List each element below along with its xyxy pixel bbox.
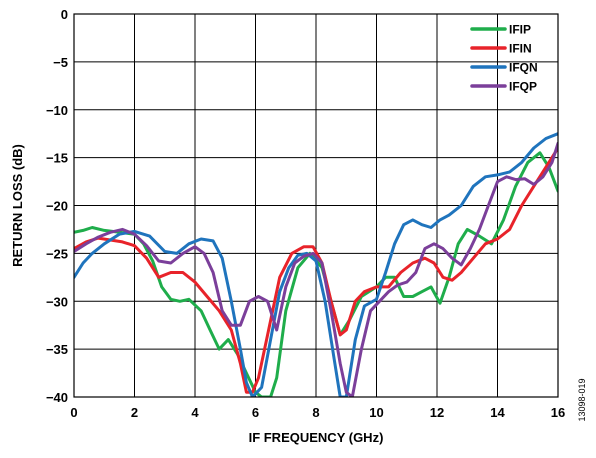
y-tick-label: 0 bbox=[61, 7, 68, 22]
x-tick-label: 8 bbox=[312, 405, 319, 420]
legend-label-ifip: IFIP bbox=[509, 23, 531, 37]
x-tick-label: 0 bbox=[70, 405, 77, 420]
plot-frame bbox=[73, 13, 559, 398]
series-layer bbox=[74, 132, 558, 397]
legend-label-ifqn: IFQN bbox=[509, 61, 538, 75]
x-tick-label: 10 bbox=[369, 405, 383, 420]
x-tick-label: 14 bbox=[490, 405, 505, 420]
legend-label-ifqp: IFQP bbox=[509, 80, 537, 94]
y-tick-label: −35 bbox=[46, 342, 68, 357]
y-axis-ticks: 0 −5 −10 −15 −20 −25 −30 −35 −40 bbox=[46, 7, 68, 405]
series-line-ifin bbox=[74, 146, 558, 394]
y-tick-label: −30 bbox=[46, 294, 68, 309]
series-line-ifip bbox=[74, 151, 558, 397]
y-axis-label: RETURN LOSS (dB) bbox=[10, 144, 25, 267]
x-tick-label: 16 bbox=[551, 405, 565, 420]
x-axis-label: IF FREQUENCY (GHz) bbox=[249, 430, 384, 445]
legend: IFIP IFIN IFQN IFQP bbox=[470, 23, 538, 94]
y-tick-label: −15 bbox=[46, 151, 68, 166]
x-axis-ticks: 0 2 4 6 8 10 12 14 16 bbox=[70, 405, 565, 420]
grid-layer bbox=[73, 13, 559, 398]
y-tick-label: −40 bbox=[46, 390, 68, 405]
x-tick-label: 6 bbox=[252, 405, 259, 420]
figure-id: 13098-019 bbox=[577, 378, 587, 421]
x-tick-label: 4 bbox=[191, 405, 199, 420]
series-line-ifqn bbox=[74, 132, 558, 397]
legend-label-ifin: IFIN bbox=[509, 42, 532, 56]
y-tick-label: −20 bbox=[46, 199, 68, 214]
x-tick-label: 2 bbox=[131, 405, 138, 420]
series-line-ifqp bbox=[74, 141, 558, 397]
y-tick-label: −5 bbox=[53, 55, 68, 70]
y-tick-label: −10 bbox=[46, 103, 68, 118]
y-tick-label: −25 bbox=[46, 246, 68, 261]
x-tick-label: 12 bbox=[430, 405, 444, 420]
